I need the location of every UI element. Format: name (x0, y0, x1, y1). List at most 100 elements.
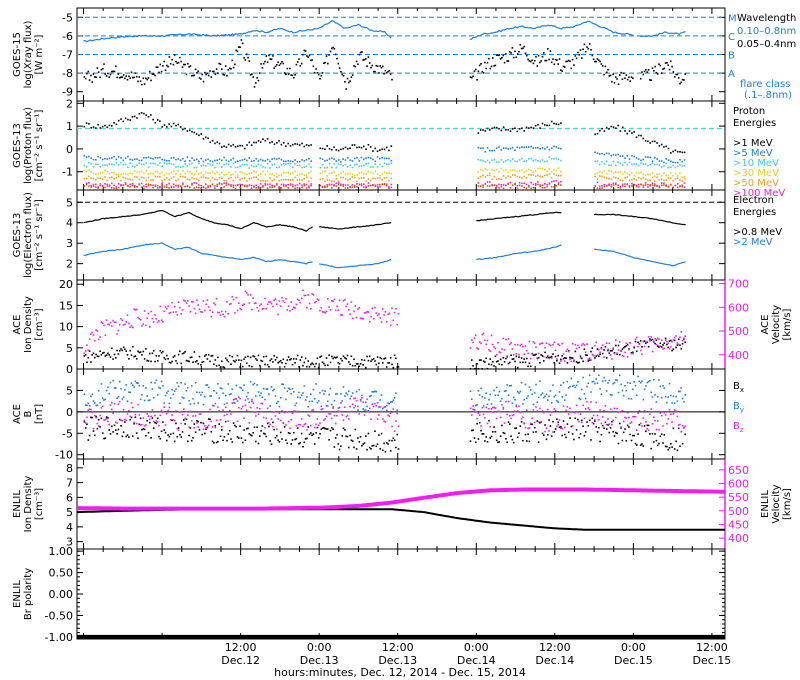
data-point (653, 378, 655, 381)
data-point (125, 419, 127, 422)
data-point (342, 75, 345, 77)
data-point (121, 398, 124, 400)
data-point (548, 58, 550, 61)
data-point (346, 303, 349, 305)
data-point (574, 350, 577, 353)
data-point (225, 162, 228, 165)
data-point (310, 424, 312, 427)
data-point (173, 440, 176, 443)
data-point (383, 442, 385, 445)
data-point (154, 74, 156, 77)
data-point (601, 65, 604, 67)
data-point (655, 343, 658, 346)
data-point (345, 305, 347, 308)
data-point (287, 356, 290, 358)
data-point (83, 76, 86, 78)
y2-axis-title-line: [km/s] (782, 308, 793, 340)
data-point (556, 359, 558, 362)
data-point (493, 149, 496, 152)
data-point (296, 186, 299, 189)
data-point (521, 127, 523, 129)
series-line (83, 209, 686, 232)
data-point (145, 424, 147, 426)
data-point (640, 183, 642, 186)
data-point (562, 357, 565, 360)
data-point (379, 399, 381, 401)
data-point (667, 64, 669, 66)
data-point (90, 408, 92, 411)
data-point (553, 63, 556, 66)
data-point (278, 186, 280, 188)
data-point (280, 174, 283, 176)
data-point (581, 419, 583, 422)
data-point (608, 423, 611, 425)
data-point (615, 177, 617, 179)
data-point (188, 163, 191, 166)
data-point (524, 433, 527, 436)
data-point (256, 384, 258, 386)
data-point (498, 127, 500, 130)
data-point (362, 364, 364, 366)
data-point (342, 427, 345, 430)
data-point (527, 395, 529, 397)
data-point (188, 434, 190, 437)
data-point (278, 360, 281, 363)
data-point (190, 356, 193, 358)
data-point (285, 178, 287, 181)
data-point (285, 160, 287, 163)
data-point (152, 172, 154, 175)
data-point (217, 382, 219, 385)
data-point (265, 355, 268, 358)
data-point (214, 166, 216, 169)
data-point (244, 356, 247, 358)
data-point (374, 163, 377, 165)
data-point (201, 361, 203, 364)
data-point (224, 357, 227, 360)
data-point (239, 397, 241, 400)
data-point (95, 127, 97, 129)
data-point (300, 418, 303, 420)
data-point (231, 441, 234, 443)
data-point (570, 425, 573, 428)
data-point (511, 174, 514, 176)
data-point (213, 363, 215, 365)
data-point (511, 184, 514, 187)
data-point (532, 409, 535, 411)
data-point (628, 397, 630, 400)
data-point (256, 77, 258, 79)
data-point (184, 423, 186, 425)
data-point (156, 171, 159, 173)
data-point (615, 379, 617, 381)
data-point (131, 178, 134, 181)
data-point (221, 310, 223, 313)
data-point (170, 171, 173, 174)
data-point (146, 395, 148, 397)
data-point (342, 419, 345, 421)
data-point (649, 185, 651, 187)
data-point (615, 182, 617, 185)
data-point (397, 366, 400, 368)
data-point (601, 416, 604, 418)
data-point (166, 184, 168, 186)
data-point (185, 359, 188, 362)
data-point (234, 187, 237, 190)
data-point (265, 307, 268, 310)
data-point (234, 312, 236, 314)
data-point (253, 186, 255, 188)
data-point (550, 120, 553, 123)
data-point (183, 352, 185, 354)
data-point (303, 183, 306, 185)
data-point (367, 411, 370, 413)
data-point (171, 58, 173, 61)
data-point (381, 148, 383, 150)
data-point (124, 173, 127, 175)
data-point (276, 172, 278, 175)
data-point (346, 77, 349, 80)
data-point (599, 351, 601, 353)
data-point (91, 81, 93, 83)
data-point (626, 412, 629, 414)
data-point (383, 162, 386, 165)
y-tick-label: 8 (66, 462, 73, 475)
data-point (293, 77, 295, 79)
data-point (361, 317, 363, 320)
